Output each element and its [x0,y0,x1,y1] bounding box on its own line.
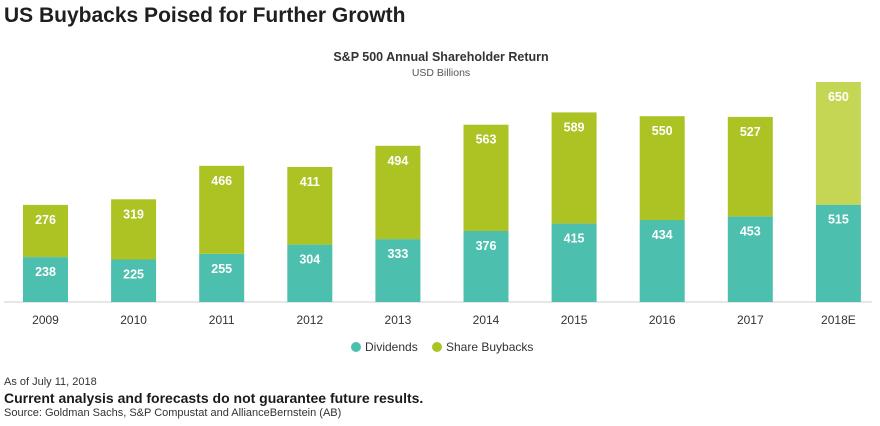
footer: As of July 11, 2018 Current analysis and… [4,376,423,419]
as-of-date: As of July 11, 2018 [4,376,97,388]
bar-dividends-2013 [375,239,421,302]
bar-share-buybacks-2017 [727,116,773,217]
x-tick-2013: 2013 [385,313,412,327]
bar-dividends-2011 [199,253,245,302]
x-tick-2018e: 2018E [821,313,856,327]
bar-share-buybacks-2016 [639,116,685,221]
bar-share-buybacks-2018e [815,82,861,205]
value-label-dividends-2009: 238 [35,265,56,279]
bar-dividends-2016 [639,220,685,302]
bar-dividends-2015 [551,223,597,302]
value-label-share-buybacks-2017: 527 [740,125,761,139]
legend-label-dividends: Dividends [365,340,418,354]
value-label-dividends-2015: 415 [564,232,585,246]
value-label-dividends-2013: 333 [387,247,408,261]
legend-swatch-share-buybacks [432,342,442,352]
value-label-dividends-2016: 434 [652,228,673,242]
x-tick-2011: 2011 [209,313,235,327]
legend-label-share-buybacks: Share Buybacks [446,340,533,354]
bar-share-buybacks-2010 [111,199,157,260]
bar-dividends-2018e [815,204,861,302]
value-label-dividends-2018e: 515 [828,213,849,227]
chart-title: S&P 500 Annual Shareholder Return [333,50,548,64]
bar-share-buybacks-2011 [199,165,245,254]
stacked-bar-chart: S&P 500 Annual Shareholder Return USD Bi… [4,50,872,354]
bar-share-buybacks-2009 [23,204,68,257]
value-label-share-buybacks-2015: 589 [564,120,585,134]
bar-dividends-2014 [463,231,509,302]
legend-swatch-dividends [351,342,361,352]
value-label-share-buybacks-2014: 563 [476,133,497,147]
value-label-dividends-2014: 376 [476,239,497,253]
value-label-share-buybacks-2010: 319 [123,207,144,221]
bar-share-buybacks-2014 [463,124,509,231]
bar-dividends-2009 [23,257,68,302]
x-tick-2009: 2009 [32,313,59,327]
value-label-dividends-2012: 304 [299,253,320,267]
bar-share-buybacks-2013 [375,145,421,240]
bar-dividends-2012 [287,244,333,302]
value-label-dividends-2011: 255 [211,262,232,276]
x-tick-2012: 2012 [296,313,323,327]
value-label-share-buybacks-2013: 494 [387,154,408,168]
chart-subtitle: USD Billions [412,67,470,79]
bar-dividends-2010 [111,259,157,302]
value-label-share-buybacks-2012: 411 [300,175,320,189]
value-label-share-buybacks-2018e: 650 [828,90,849,104]
bars-group: 238 276 225 319 255 466 304 411 333 494 376 563 415 5… [23,82,861,302]
value-label-share-buybacks-2016: 550 [652,124,673,138]
value-label-dividends-2010: 225 [123,268,144,282]
value-label-share-buybacks-2011: 466 [211,174,232,188]
bar-share-buybacks-2015 [551,112,597,224]
disclaimer: Current analysis and forecasts do not gu… [4,390,424,406]
x-tick-2010: 2010 [120,313,147,327]
bar-share-buybacks-2012 [287,167,333,245]
x-tick-2015: 2015 [561,313,588,327]
x-tick-2016: 2016 [649,313,676,327]
page-title: US Buybacks Poised for Further Growth [4,4,406,27]
legend: Dividends Share Buybacks [351,340,533,354]
x-axis-ticks: 2009 2010 2011 2012 2013 2014 2015 2016 2017 2018… [32,313,856,327]
x-tick-2014: 2014 [473,313,500,327]
x-tick-2017: 2017 [737,313,764,327]
value-label-dividends-2017: 453 [740,225,761,239]
value-label-share-buybacks-2009: 276 [35,213,56,227]
source-note: Source: Goldman Sachs, S&P Compustat and… [4,407,342,419]
bar-dividends-2017 [727,216,773,302]
